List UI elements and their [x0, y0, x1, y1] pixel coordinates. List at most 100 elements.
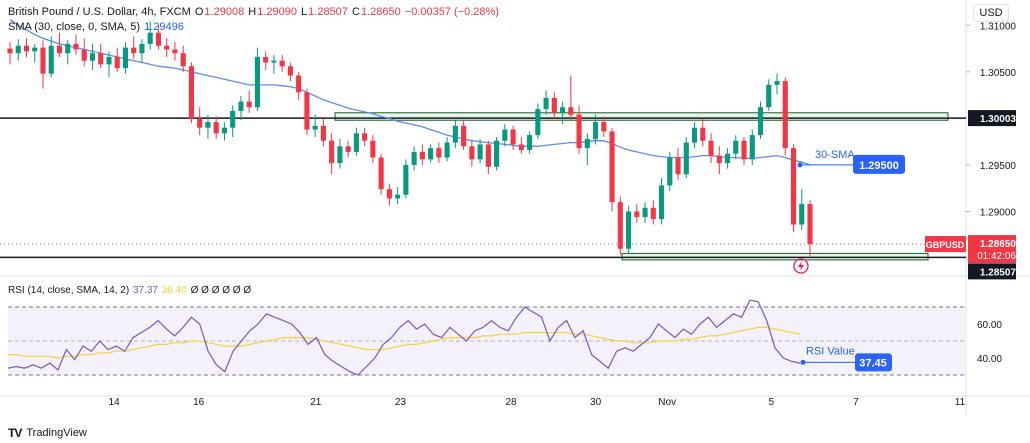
time-tick-label: Nov	[658, 397, 676, 408]
sma-annotation-text: 30-SMA	[815, 149, 855, 161]
ohlc-low-label: L	[301, 6, 308, 18]
candle-body	[642, 207, 648, 218]
time-tick-label: 7	[853, 397, 859, 408]
rsi-path	[7, 299, 801, 376]
candle-body	[576, 114, 582, 149]
sma-legend[interactable]: SMA (30, close, 0, SMA, 5) 1.29496	[8, 20, 185, 34]
candle-body	[593, 122, 599, 139]
rsi-legend-rest: Ø Ø Ø Ø Ø Ø	[190, 285, 252, 296]
candle-body	[757, 107, 764, 136]
candle-body	[469, 146, 475, 160]
candle-body	[81, 49, 87, 61]
candle-body	[362, 133, 368, 141]
rsi-annotation-box	[855, 353, 892, 372]
candle-body	[197, 118, 203, 128]
candle-body	[238, 101, 244, 111]
time-tick-label: 23	[395, 397, 407, 408]
sma-legend-value: 1.29496	[144, 21, 184, 33]
candle-body	[708, 140, 714, 156]
candle-body	[428, 148, 434, 160]
candle-body	[139, 43, 145, 54]
candle-body	[304, 92, 310, 130]
sma-legend-label: SMA (30, close, 0, SMA, 5)	[8, 21, 141, 33]
price-label-current: 1.28650	[980, 239, 1017, 250]
candle-body	[560, 107, 566, 113]
symbol-title: British Pound / U.S. Dollar, 4h, FXCM	[8, 6, 191, 18]
symbol-legend[interactable]: British Pound / U.S. Dollar, 4h, FXCM O1…	[8, 5, 500, 19]
candle-body	[675, 157, 681, 175]
resistance-zone	[334, 112, 949, 121]
rsi-legend-label: RSI (14, close, SMA, 14, 2)	[8, 285, 130, 296]
candle-body	[23, 45, 30, 52]
candle-body	[749, 135, 755, 160]
zones	[334, 112, 949, 261]
candle-body	[551, 97, 557, 113]
candle-body	[527, 135, 533, 151]
candle-body	[98, 53, 104, 65]
time-tick-label: 21	[310, 397, 322, 408]
candle-body	[188, 66, 194, 119]
candle-body	[634, 211, 640, 218]
ohlc-change: −0.00357 (−0.28%)	[404, 6, 499, 18]
price-tick-label: 1.29500	[980, 161, 1017, 172]
lightning-icon	[793, 258, 809, 274]
candle-body	[122, 47, 129, 69]
candle-body	[535, 109, 541, 136]
symbol-badge-bg	[925, 236, 966, 253]
candle-body	[32, 47, 38, 52]
candle-body	[147, 32, 153, 44]
candle-body	[419, 151, 425, 160]
candle-body	[155, 32, 162, 46]
candle-body	[403, 164, 409, 195]
candle-body	[617, 202, 623, 249]
candle-body	[279, 60, 285, 67]
candle-body	[716, 155, 722, 164]
ohlc-close-label: C	[351, 6, 360, 18]
currency-button[interactable]: USD	[973, 4, 1009, 22]
price-label-support-bg	[968, 263, 1016, 280]
candle-body	[494, 140, 500, 167]
time-tick-label: 28	[505, 397, 517, 408]
candle-body	[411, 151, 417, 165]
candle-body	[774, 81, 780, 85]
candle-body	[584, 138, 590, 149]
candle-body	[329, 140, 335, 164]
candles[interactable]	[7, 21, 813, 257]
time-tick-label: 14	[109, 397, 121, 408]
candle-body	[543, 97, 549, 110]
ohlc-high-label: H	[248, 6, 257, 18]
candle-body	[650, 207, 656, 219]
candle-body	[164, 45, 170, 50]
candle-body	[741, 140, 747, 160]
candle-body	[271, 60, 277, 63]
ohlc-open-value: 1.29008	[204, 6, 245, 18]
candle-body	[213, 122, 219, 134]
candle-body	[790, 148, 797, 225]
candle-body	[395, 194, 401, 199]
candle-body	[296, 75, 302, 93]
candle-body	[312, 125, 318, 130]
candle-body	[691, 127, 698, 143]
candle-body	[782, 81, 788, 149]
ohlc-high-value: 1.29090	[257, 6, 297, 18]
candle-body	[386, 189, 392, 199]
sma-annotation-value: 1.29500	[859, 160, 899, 172]
ohlc-low-value: 1.28507	[308, 6, 348, 18]
candle-body	[461, 125, 467, 147]
candle-body	[378, 157, 384, 190]
price-tick-label: 1.31000	[980, 21, 1017, 32]
candle-body	[131, 47, 137, 54]
lightning-icon-bolt	[798, 261, 804, 271]
candle-body	[485, 144, 491, 167]
candle-body	[502, 129, 508, 141]
price-tick-label: 1.30500	[980, 68, 1017, 79]
candle-body	[172, 49, 178, 54]
rsi-legend[interactable]: RSI (14, close, SMA, 14, 2) 37.37 38.40 …	[8, 284, 252, 298]
tradingview-logo[interactable]: TV TradingView	[8, 426, 87, 440]
candle-body	[370, 140, 376, 158]
candle-body	[320, 125, 326, 141]
candle-body	[510, 129, 516, 145]
